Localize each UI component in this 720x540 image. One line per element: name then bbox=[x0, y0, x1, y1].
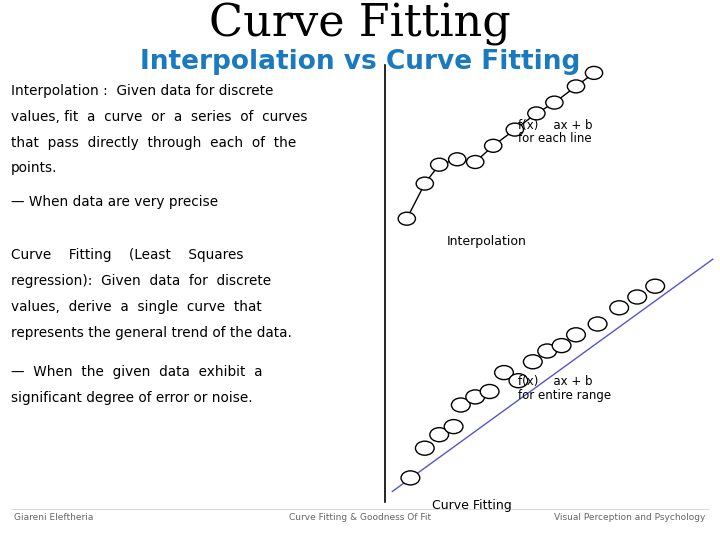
Text: represents the general trend of the data.: represents the general trend of the data… bbox=[11, 326, 292, 340]
Text: for entire range: for entire range bbox=[518, 389, 611, 402]
Text: f(x)    ax + b: f(x) ax + b bbox=[518, 119, 593, 132]
Circle shape bbox=[416, 177, 433, 190]
Text: f(x)    ax + b: f(x) ax + b bbox=[518, 375, 593, 388]
Text: Interpolation: Interpolation bbox=[446, 235, 526, 248]
Circle shape bbox=[528, 107, 545, 120]
Circle shape bbox=[628, 290, 647, 304]
Circle shape bbox=[567, 328, 585, 342]
Text: values,  derive  a  single  curve  that: values, derive a single curve that bbox=[11, 300, 261, 314]
Circle shape bbox=[467, 156, 484, 168]
Circle shape bbox=[523, 355, 542, 369]
Circle shape bbox=[449, 153, 466, 166]
Circle shape bbox=[509, 374, 528, 388]
Circle shape bbox=[415, 441, 434, 455]
Text: — When data are very precise: — When data are very precise bbox=[11, 195, 218, 209]
Circle shape bbox=[466, 390, 485, 404]
Circle shape bbox=[495, 366, 513, 380]
Circle shape bbox=[485, 139, 502, 152]
Text: that  pass  directly  through  each  of  the: that pass directly through each of the bbox=[11, 136, 296, 150]
Circle shape bbox=[546, 96, 563, 109]
Circle shape bbox=[480, 384, 499, 399]
Text: Curve Fitting: Curve Fitting bbox=[432, 500, 512, 512]
Circle shape bbox=[398, 212, 415, 225]
Circle shape bbox=[401, 471, 420, 485]
Circle shape bbox=[588, 317, 607, 331]
Text: —  When  the  given  data  exhibit  a: — When the given data exhibit a bbox=[11, 365, 262, 379]
Text: Visual Perception and Psychology: Visual Perception and Psychology bbox=[554, 513, 706, 522]
Circle shape bbox=[451, 398, 470, 412]
Circle shape bbox=[431, 158, 448, 171]
Text: Curve Fitting: Curve Fitting bbox=[209, 3, 511, 46]
Text: significant degree of error or noise.: significant degree of error or noise. bbox=[11, 391, 253, 405]
Circle shape bbox=[567, 80, 585, 93]
Text: Interpolation :  Given data for discrete: Interpolation : Given data for discrete bbox=[11, 84, 273, 98]
Text: Curve Fitting & Goodness Of Fit: Curve Fitting & Goodness Of Fit bbox=[289, 513, 431, 522]
Text: Interpolation vs Curve Fitting: Interpolation vs Curve Fitting bbox=[140, 49, 580, 75]
Circle shape bbox=[506, 123, 523, 136]
Text: points.: points. bbox=[11, 161, 58, 176]
Text: Giareni Eleftheria: Giareni Eleftheria bbox=[14, 513, 94, 522]
Text: regression):  Given  data  for  discrete: regression): Given data for discrete bbox=[11, 274, 271, 288]
Text: for each line: for each line bbox=[518, 132, 592, 145]
Circle shape bbox=[585, 66, 603, 79]
Circle shape bbox=[430, 428, 449, 442]
Circle shape bbox=[646, 279, 665, 293]
Circle shape bbox=[538, 344, 557, 358]
Circle shape bbox=[444, 420, 463, 434]
Text: Curve    Fitting    (Least    Squares: Curve Fitting (Least Squares bbox=[11, 248, 243, 262]
Circle shape bbox=[552, 339, 571, 353]
Circle shape bbox=[610, 301, 629, 315]
Text: values, fit  a  curve  or  a  series  of  curves: values, fit a curve or a series of curve… bbox=[11, 110, 307, 124]
